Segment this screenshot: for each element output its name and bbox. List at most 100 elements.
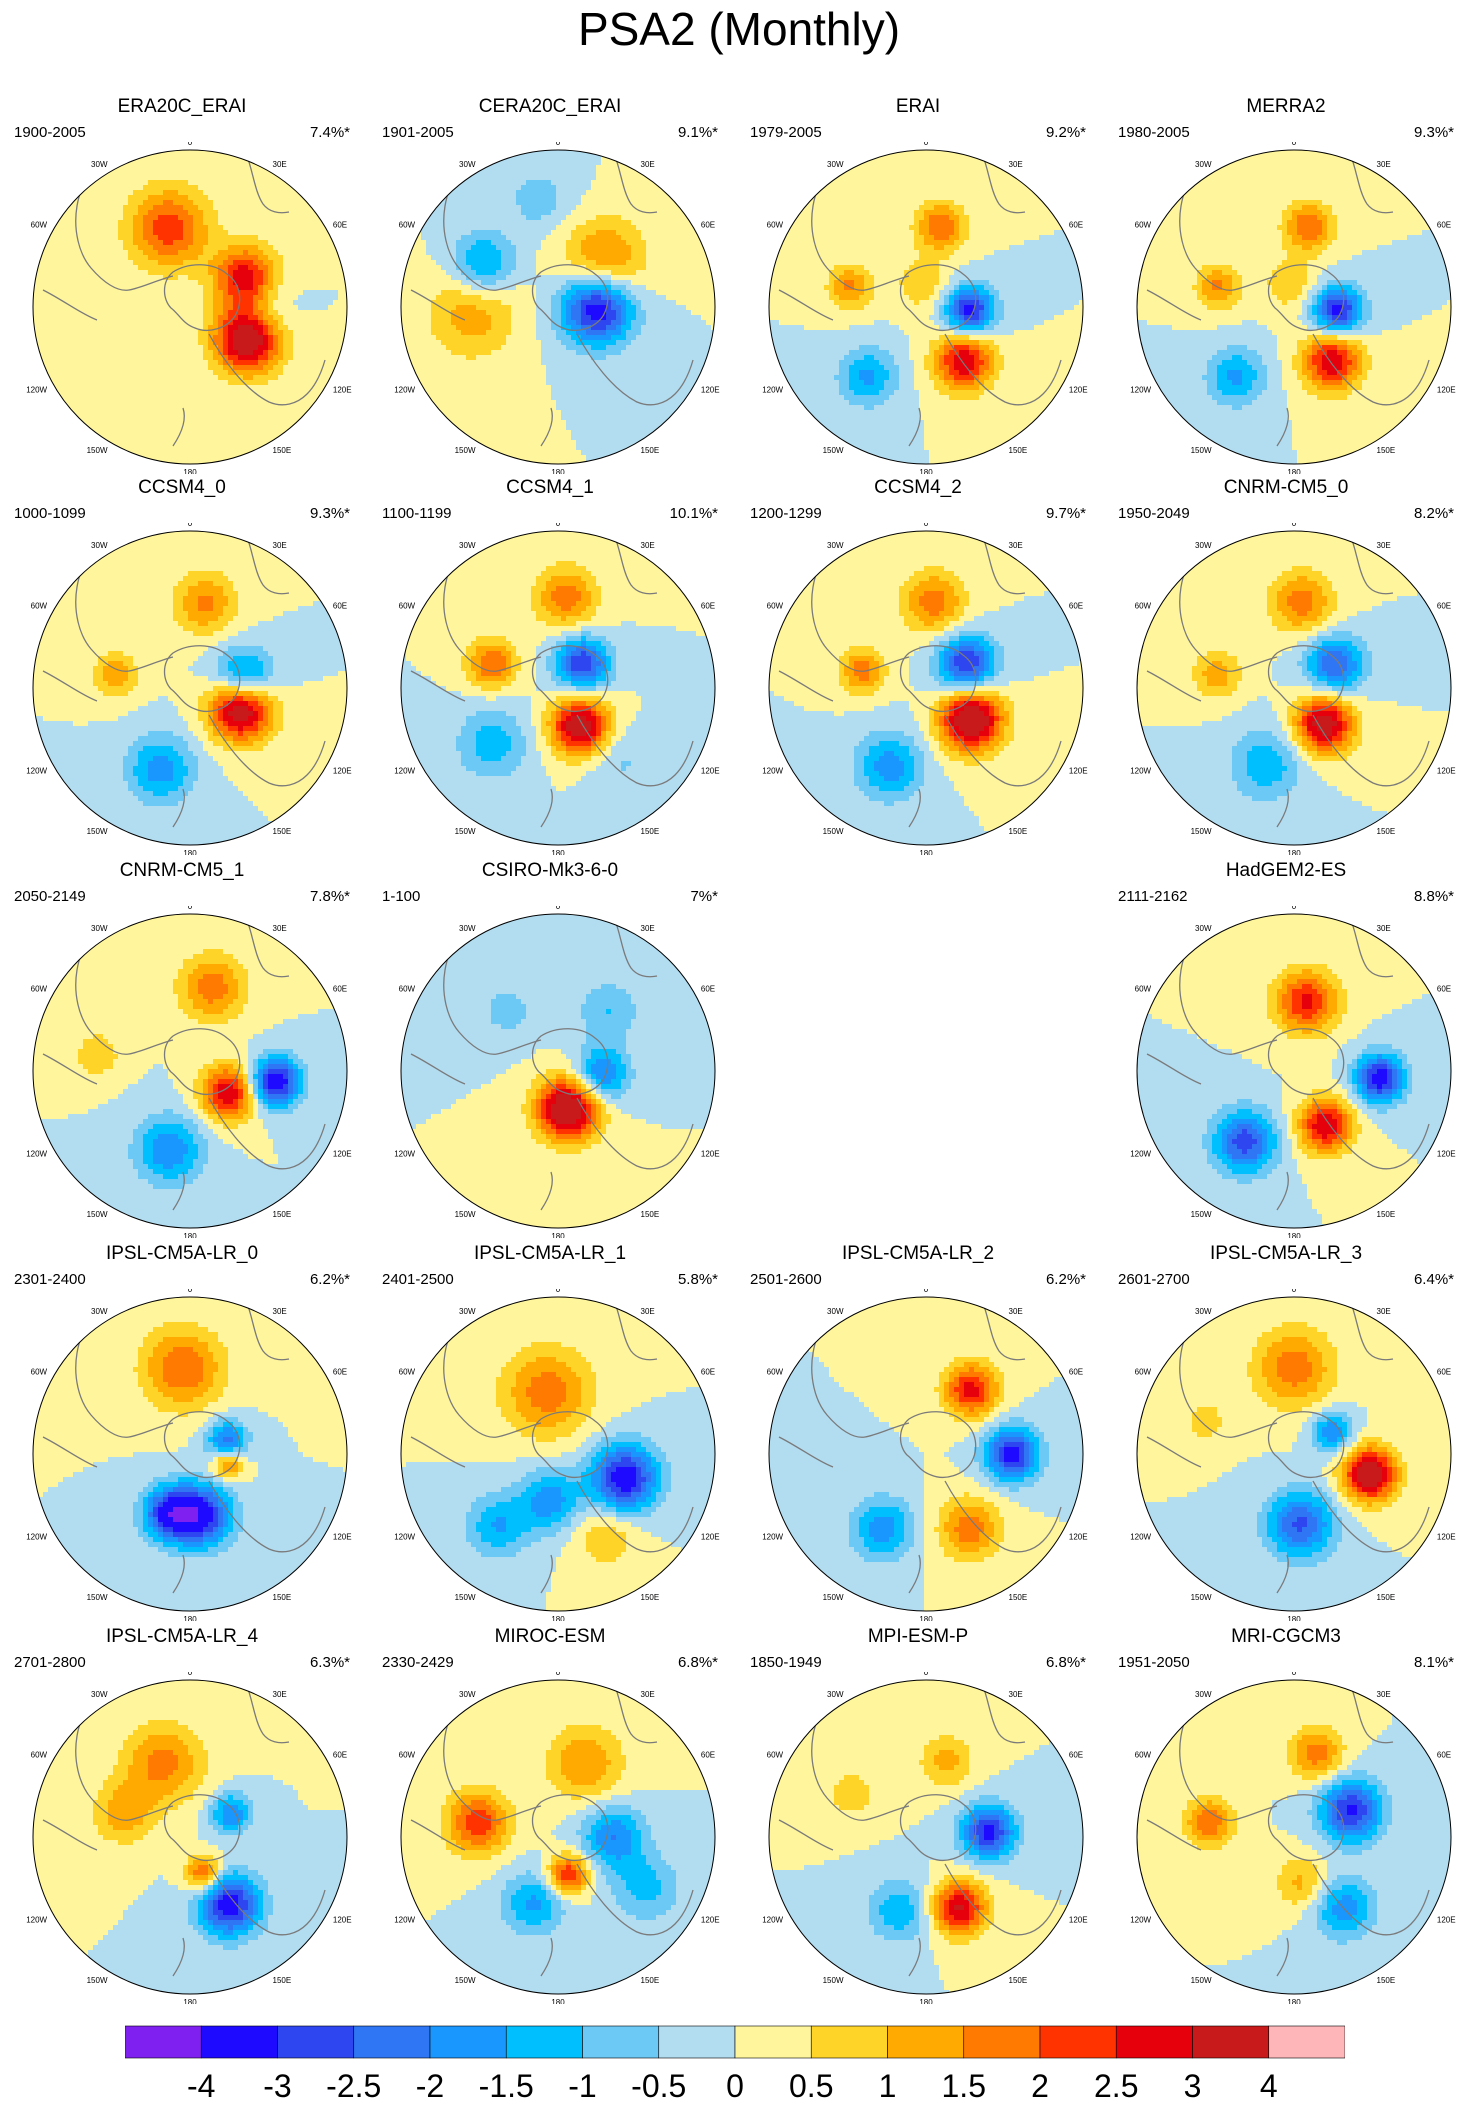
longitude-tick-label: 120E bbox=[333, 1150, 352, 1159]
polar-map: 030E60E90E120E150E180150W120W90W60W30W bbox=[761, 1672, 1091, 2004]
map-panel: IPSL-CM5A-LR_32601-27006.4%*030E60E90E12… bbox=[1110, 1243, 1462, 1623]
longitude-tick-label: 150E bbox=[1377, 1593, 1396, 1602]
longitude-tick-label: 150E bbox=[1377, 1976, 1396, 1985]
panel-variance: 7.4%* bbox=[310, 124, 350, 141]
longitude-tick-label: 60E bbox=[701, 602, 715, 611]
longitude-tick-label: 30W bbox=[459, 1307, 476, 1316]
longitude-tick-label: 30E bbox=[641, 541, 655, 550]
panel-period: 2401-2500 bbox=[382, 1271, 454, 1288]
colorbar-tick-label: 1 bbox=[879, 2068, 897, 2105]
longitude-tick-label: 120W bbox=[1130, 1150, 1151, 1159]
polar-map: 030E60E90E120E150E180150W120W90W60W30W bbox=[1129, 1289, 1459, 1621]
panel-variance: 6.2%* bbox=[1046, 1271, 1086, 1288]
longitude-tick-label: 60E bbox=[1437, 1751, 1451, 1760]
longitude-tick-label: 0 bbox=[924, 523, 929, 528]
panel-period: 1200-1299 bbox=[750, 505, 822, 522]
longitude-tick-label: 120E bbox=[333, 386, 352, 395]
panel-variance: 6.8%* bbox=[678, 1654, 718, 1671]
panel-period: 1850-1949 bbox=[750, 1654, 822, 1671]
longitude-tick-label: 60E bbox=[1437, 985, 1451, 994]
longitude-tick-label: 150W bbox=[87, 446, 108, 455]
colorbar-swatch bbox=[1193, 2026, 1269, 2058]
map-panel: HadGEM2-ES2111-21628.8%*030E60E90E120E15… bbox=[1110, 860, 1462, 1240]
longitude-tick-label: 30W bbox=[91, 924, 108, 933]
longitude-tick-label: 120W bbox=[394, 767, 415, 776]
longitude-tick-label: 120E bbox=[1069, 386, 1088, 395]
panel-title: MRI-CGCM3 bbox=[1110, 1626, 1462, 1648]
longitude-tick-label: 30W bbox=[827, 1690, 844, 1699]
longitude-tick-label: 60W bbox=[399, 221, 416, 230]
longitude-tick-label: 30W bbox=[91, 1690, 108, 1699]
longitude-tick-label: 30E bbox=[273, 541, 287, 550]
panel-variance: 9.2%* bbox=[1046, 124, 1086, 141]
map-panel: MRI-CGCM31951-20508.1%*030E60E90E120E150… bbox=[1110, 1626, 1462, 2006]
longitude-tick-label: 0 bbox=[556, 1289, 561, 1294]
panel-period: 2601-2700 bbox=[1118, 1271, 1190, 1288]
longitude-tick-label: 150W bbox=[1191, 827, 1212, 836]
colorbar-swatch bbox=[354, 2026, 430, 2058]
longitude-tick-label: 30W bbox=[1195, 541, 1212, 550]
panel-period: 2501-2600 bbox=[750, 1271, 822, 1288]
longitude-tick-label: 120W bbox=[1130, 1533, 1151, 1542]
longitude-tick-label: 60E bbox=[333, 602, 347, 611]
longitude-tick-label: 180 bbox=[551, 849, 565, 855]
longitude-tick-label: 30E bbox=[1377, 1690, 1391, 1699]
longitude-tick-label: 120E bbox=[701, 1150, 720, 1159]
panel-period: 1901-2005 bbox=[382, 124, 454, 141]
panel-variance: 9.3%* bbox=[1414, 124, 1454, 141]
longitude-tick-label: 60W bbox=[1135, 1751, 1152, 1760]
longitude-tick-label: 150E bbox=[1377, 827, 1396, 836]
longitude-tick-label: 60W bbox=[767, 1751, 784, 1760]
panel-title: MPI-ESM-P bbox=[742, 1626, 1094, 1648]
longitude-tick-label: 150W bbox=[823, 1593, 844, 1602]
map-panel: MPI-ESM-P1850-19496.8%*030E60E90E120E150… bbox=[742, 1626, 1094, 2006]
colorbar-tick-label: -0.5 bbox=[631, 2068, 686, 2105]
panel-title: IPSL-CM5A-LR_3 bbox=[1110, 1243, 1462, 1265]
longitude-tick-label: 120E bbox=[333, 1533, 352, 1542]
longitude-tick-label: 60W bbox=[399, 602, 416, 611]
colorbar-tick-label: -1 bbox=[568, 2068, 596, 2105]
longitude-tick-label: 0 bbox=[924, 1672, 929, 1677]
longitude-tick-label: 180 bbox=[551, 1615, 565, 1621]
colorbar-swatch bbox=[1116, 2026, 1192, 2058]
longitude-tick-label: 150W bbox=[823, 1976, 844, 1985]
panel-title: MERRA2 bbox=[1110, 96, 1462, 118]
longitude-tick-label: 60W bbox=[31, 602, 48, 611]
polar-map: 030E60E90E120E150E180150W120W90W60W30W bbox=[1129, 906, 1459, 1238]
longitude-tick-label: 60E bbox=[1437, 1368, 1451, 1377]
longitude-tick-label: 150W bbox=[87, 1210, 108, 1219]
colorbar-tick-label: 4 bbox=[1260, 2068, 1278, 2105]
longitude-tick-label: 0 bbox=[188, 906, 193, 911]
colorbar-tick-label: 3 bbox=[1184, 2068, 1202, 2105]
longitude-tick-label: 120E bbox=[1437, 1533, 1456, 1542]
panel-variance: 8.1%* bbox=[1414, 1654, 1454, 1671]
longitude-tick-label: 150W bbox=[823, 446, 844, 455]
longitude-tick-label: 30W bbox=[91, 1307, 108, 1316]
panel-period: 1979-2005 bbox=[750, 124, 822, 141]
longitude-tick-label: 180 bbox=[1287, 849, 1301, 855]
longitude-tick-label: 0 bbox=[188, 1289, 193, 1294]
longitude-tick-label: 30E bbox=[1009, 160, 1023, 169]
map-panel: ERA20C_ERAI1900-20057.4%*030E60E90E120E1… bbox=[6, 96, 358, 476]
polar-map: 030E60E90E120E150E180150W120W90W60W30W bbox=[25, 906, 355, 1238]
longitude-tick-label: 30W bbox=[459, 160, 476, 169]
longitude-tick-label: 180 bbox=[1287, 1232, 1301, 1238]
polar-map: 030E60E90E120E150E180150W120W90W60W30W bbox=[1129, 1672, 1459, 2004]
longitude-tick-label: 150E bbox=[1009, 827, 1028, 836]
colorbar-swatch bbox=[888, 2026, 964, 2058]
colorbar-tick-label: 2 bbox=[1031, 2068, 1049, 2105]
longitude-tick-label: 60E bbox=[701, 221, 715, 230]
longitude-tick-label: 120E bbox=[1437, 386, 1456, 395]
polar-map: 030E60E90E120E150E180150W120W90W60W30W bbox=[393, 906, 723, 1238]
map-panel: MIROC-ESM2330-24296.8%*030E60E90E120E150… bbox=[374, 1626, 726, 2006]
map-panel: IPSL-CM5A-LR_12401-25005.8%*030E60E90E12… bbox=[374, 1243, 726, 1623]
longitude-tick-label: 150W bbox=[455, 446, 476, 455]
map-panel: CERA20C_ERAI1901-20059.1%*030E60E90E120E… bbox=[374, 96, 726, 476]
colorbar-swatch bbox=[1040, 2026, 1116, 2058]
colorbar-swatch bbox=[125, 2026, 201, 2058]
longitude-tick-label: 180 bbox=[551, 468, 565, 474]
panel-title: IPSL-CM5A-LR_1 bbox=[374, 1243, 726, 1265]
map-panel: CCSM4_11100-119910.1%*030E60E90E120E150E… bbox=[374, 477, 726, 857]
longitude-tick-label: 60E bbox=[1069, 602, 1083, 611]
longitude-tick-label: 30E bbox=[641, 1690, 655, 1699]
